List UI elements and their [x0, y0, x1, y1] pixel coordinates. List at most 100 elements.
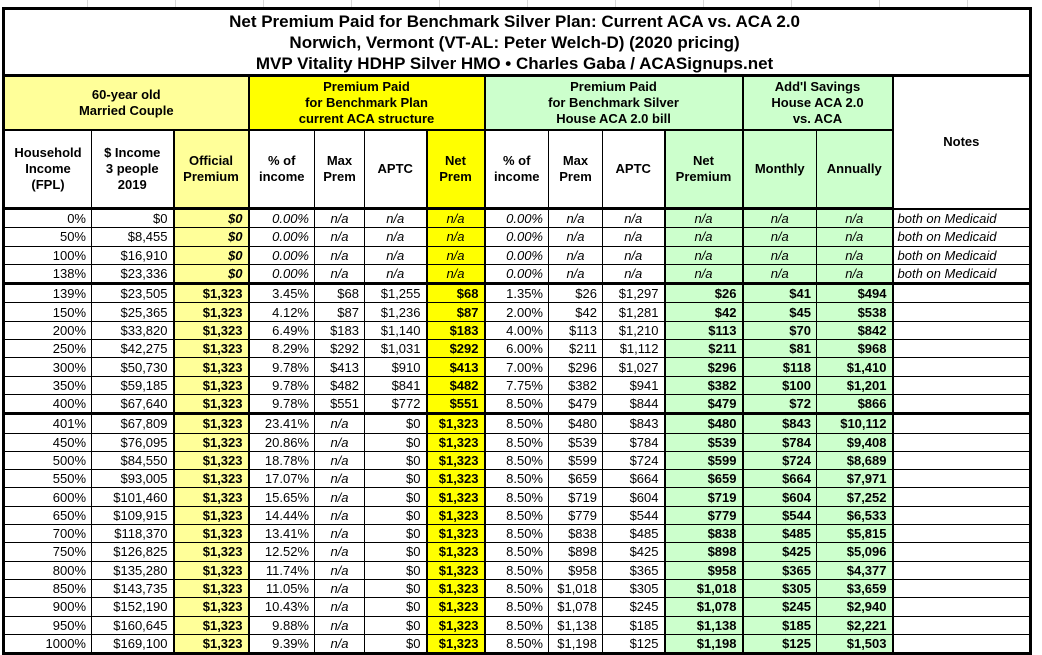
cell-aca20-aptc: $1,297 [602, 283, 665, 304]
cell-aca20-net-premium: $479 [663, 393, 744, 416]
cell-fpl: 401% [3, 413, 92, 434]
cell-aca20-max-prem: $898 [548, 542, 603, 562]
cell-notes: both on Medicaid [891, 245, 1032, 265]
cell-aca20-max-prem: $1,018 [548, 578, 603, 599]
cell-aca20-max-prem: n/a [548, 245, 603, 265]
cell-aca-max-prem: n/a [314, 432, 365, 452]
cell-aca20-max-prem: $659 [548, 469, 603, 489]
cell-aca20-aptc: $1,210 [602, 320, 665, 341]
cell-aca20-pct-income: 2.00% [484, 302, 549, 322]
col-header-income: $ Income 3 people 2019 [91, 129, 174, 210]
cell-income: $67,809 [91, 413, 174, 434]
cell-savings-annually: $2,221 [816, 615, 893, 635]
table-row: 450% $76,095 $1,323 20.86% n/a $0 $1,323 8.50% $… [3, 432, 1032, 452]
cell-official-premium: $1,323 [172, 393, 250, 416]
cell-aca20-aptc: $485 [602, 524, 665, 544]
title-line-1: Net Premium Paid for Benchmark Silver Pl… [229, 11, 801, 31]
cell-aca-aptc: $0 [364, 413, 427, 434]
cell-aca20-net-premium: $211 [663, 339, 744, 359]
cell-aca-aptc: $0 [364, 450, 427, 471]
cell-fpl: 200% [3, 320, 92, 341]
cell-income: $152,190 [91, 597, 174, 617]
cell-aca-max-prem: $292 [314, 339, 365, 359]
cell-fpl: 750% [3, 542, 92, 562]
cell-notes [891, 524, 1032, 544]
column-header-row: Household Income (FPL) $ Income 3 people… [3, 129, 1031, 210]
cell-aca-net-prem: n/a [425, 207, 486, 229]
cell-aca20-net-premium: $719 [663, 487, 744, 507]
cell-aca20-pct-income: 8.50% [484, 393, 549, 416]
cell-savings-monthly: n/a [742, 207, 817, 229]
cell-fpl: 100% [3, 245, 92, 265]
col-header-aca-pct-income: % of income [248, 129, 315, 210]
cell-aca-max-prem: n/a [314, 615, 365, 635]
cell-fpl: 138% [3, 263, 92, 286]
table-row: 650% $109,915 $1,323 14.44% n/a $0 $1,323 8.50%… [3, 505, 1032, 526]
cell-savings-monthly: $425 [742, 542, 817, 562]
cell-aca-pct-income: 12.52% [248, 542, 315, 562]
cell-aca20-aptc: $365 [602, 560, 665, 580]
cell-aca-max-prem: n/a [314, 413, 365, 434]
cell-savings-monthly: $125 [742, 633, 817, 655]
cell-aca-pct-income: 10.43% [248, 597, 315, 617]
cell-aca20-max-prem: $539 [548, 432, 603, 452]
cell-aca20-net-premium: $42 [663, 302, 744, 322]
cell-income: $23,505 [91, 283, 174, 304]
cell-aca20-max-prem: $296 [548, 357, 603, 377]
cell-aca20-max-prem: n/a [548, 207, 603, 229]
cell-aca-net-prem: $1,323 [425, 578, 486, 599]
cell-aca-max-prem: n/a [314, 542, 365, 562]
cell-aca-pct-income: 23.41% [248, 413, 315, 434]
cell-aca-max-prem: n/a [314, 245, 365, 265]
cell-savings-monthly: $81 [742, 339, 817, 359]
cell-aca20-aptc: $305 [602, 578, 665, 599]
cell-aca20-aptc: $245 [602, 597, 665, 617]
cell-aca-net-prem: n/a [425, 263, 486, 286]
cell-savings-monthly: $305 [742, 578, 817, 599]
cell-income: $160,645 [91, 615, 174, 635]
cell-notes [891, 615, 1032, 635]
table-row: 400% $67,640 $1,323 9.78% $551 $772 $551 8.50% $… [3, 393, 1032, 416]
cell-aca20-net-premium: $1,138 [663, 615, 744, 635]
cell-aca-max-prem: n/a [314, 207, 365, 229]
cell-fpl: 139% [3, 283, 92, 304]
cell-aca20-pct-income: 8.50% [484, 505, 549, 526]
cell-savings-annually: $10,112 [816, 413, 893, 434]
cell-aca20-aptc: $604 [602, 487, 665, 507]
cell-aca20-net-premium: $480 [663, 413, 744, 434]
cell-aca20-net-premium: $382 [663, 375, 744, 395]
cell-aca-net-prem: $413 [425, 357, 486, 377]
cell-fpl: 950% [3, 615, 92, 635]
cell-aca-net-prem: $1,323 [425, 432, 486, 452]
cell-official-premium: $1,323 [172, 339, 250, 359]
cell-aca20-net-premium: $659 [663, 469, 744, 489]
cell-aca20-pct-income: 6.00% [484, 339, 549, 359]
cell-savings-monthly: $365 [742, 560, 817, 580]
cell-aca20-pct-income: 8.50% [484, 597, 549, 617]
cell-official-premium: $1,323 [172, 542, 250, 562]
cell-fpl: 550% [3, 469, 92, 489]
cell-fpl: 250% [3, 339, 92, 359]
cell-aca-pct-income: 8.29% [248, 339, 315, 359]
cell-notes [891, 375, 1032, 395]
cell-official-premium: $0 [172, 207, 250, 229]
cell-notes [891, 283, 1032, 304]
cell-savings-monthly: $70 [742, 320, 817, 341]
cell-aca20-aptc: $185 [602, 615, 665, 635]
cell-aca20-max-prem: $480 [548, 413, 603, 434]
cell-aca-aptc: n/a [364, 263, 427, 286]
cell-income: $42,275 [91, 339, 174, 359]
cell-aca-aptc: $1,236 [364, 302, 427, 322]
cell-savings-monthly: $118 [742, 357, 817, 377]
cell-aca-aptc: $910 [364, 357, 427, 377]
cell-official-premium: $1,323 [172, 469, 250, 489]
col-header-official-premium: Official Premium [172, 129, 250, 210]
cell-aca20-max-prem: $382 [548, 375, 603, 395]
cell-aca-aptc: n/a [364, 227, 427, 247]
cell-income: $118,370 [91, 524, 174, 544]
cell-aca-max-prem: n/a [314, 487, 365, 507]
cell-aca-aptc: $0 [364, 633, 427, 655]
cell-fpl: 850% [3, 578, 92, 599]
cell-aca20-max-prem: $1,078 [548, 597, 603, 617]
cell-fpl: 500% [3, 450, 92, 471]
